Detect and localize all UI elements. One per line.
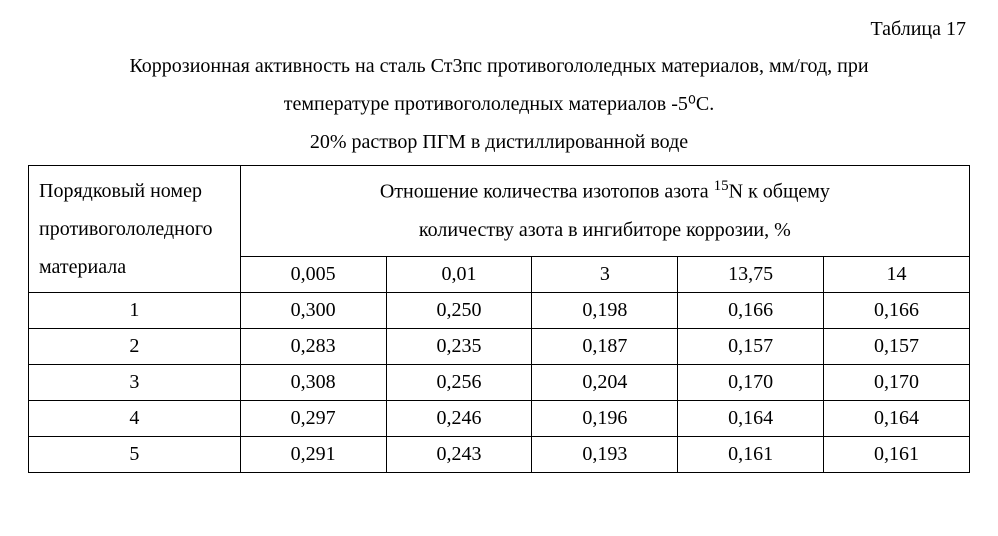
- data-cell: 0,297: [240, 401, 386, 437]
- data-cell: 0,291: [240, 437, 386, 473]
- column-header: 14: [824, 256, 970, 292]
- table-caption: Коррозионная активность на сталь Ст3пс п…: [28, 47, 970, 161]
- table-number-label: Таблица 17: [28, 18, 970, 41]
- data-cell: 0,300: [240, 293, 386, 329]
- data-cell: 0,196: [532, 401, 678, 437]
- table-row: 3 0,308 0,256 0,204 0,170 0,170: [29, 365, 970, 401]
- data-cell: 0,166: [824, 293, 970, 329]
- table-row: 1 0,300 0,250 0,198 0,166 0,166: [29, 293, 970, 329]
- span-header-prefix: Отношение количества изотопов азота: [380, 181, 714, 203]
- table-header-row-1: Порядковый номер противогололедного мате…: [29, 166, 970, 257]
- row-id-cell: 2: [29, 329, 241, 365]
- data-cell: 0,308: [240, 365, 386, 401]
- data-cell: 0,204: [532, 365, 678, 401]
- row-id-cell: 5: [29, 437, 241, 473]
- data-cell: 0,164: [824, 401, 970, 437]
- data-cell: 0,170: [824, 365, 970, 401]
- column-header: 13,75: [678, 256, 824, 292]
- table-row: 4 0,297 0,246 0,196 0,164 0,164: [29, 401, 970, 437]
- column-header: 3: [532, 256, 678, 292]
- data-cell: 0,166: [678, 293, 824, 329]
- data-cell: 0,187: [532, 329, 678, 365]
- table-row: 5 0,291 0,243 0,193 0,161 0,161: [29, 437, 970, 473]
- row-header-line-1: Порядковый номер: [39, 180, 202, 202]
- span-header-suffix: к общему: [743, 181, 830, 203]
- data-cell: 0,157: [824, 329, 970, 365]
- isotope-element: N: [729, 181, 743, 203]
- row-id-cell: 3: [29, 365, 241, 401]
- row-id-cell: 1: [29, 293, 241, 329]
- row-header-line-2: противогололедного: [39, 218, 213, 240]
- data-cell: 0,246: [386, 401, 532, 437]
- data-cell: 0,193: [532, 437, 678, 473]
- data-cell: 0,235: [386, 329, 532, 365]
- span-header-line-2: количеству азота в ингибиторе коррозии, …: [419, 219, 791, 241]
- isotope-superscript: 15: [714, 178, 729, 194]
- column-header: 0,01: [386, 256, 532, 292]
- data-cell: 0,170: [678, 365, 824, 401]
- data-cell: 0,256: [386, 365, 532, 401]
- data-cell: 0,164: [678, 401, 824, 437]
- data-cell: 0,243: [386, 437, 532, 473]
- data-cell: 0,161: [824, 437, 970, 473]
- row-header-cell: Порядковый номер противогололедного мате…: [29, 166, 241, 293]
- data-cell: 0,250: [386, 293, 532, 329]
- table-row: 2 0,283 0,235 0,187 0,157 0,157: [29, 329, 970, 365]
- row-header-line-3: материала: [39, 256, 126, 278]
- span-header-cell: Отношение количества изотопов азота 15N …: [240, 166, 969, 257]
- data-cell: 0,161: [678, 437, 824, 473]
- data-cell: 0,283: [240, 329, 386, 365]
- data-cell: 0,157: [678, 329, 824, 365]
- data-cell: 0,198: [532, 293, 678, 329]
- row-id-cell: 4: [29, 401, 241, 437]
- corrosion-table: Порядковый номер противогололедного мате…: [28, 165, 970, 473]
- caption-line-1: Коррозионная активность на сталь Ст3пс п…: [129, 55, 868, 77]
- caption-line-3: 20% раствор ПГМ в дистиллированной воде: [310, 131, 688, 153]
- caption-line-2: температуре противогололедных материалов…: [284, 93, 715, 115]
- column-header: 0,005: [240, 256, 386, 292]
